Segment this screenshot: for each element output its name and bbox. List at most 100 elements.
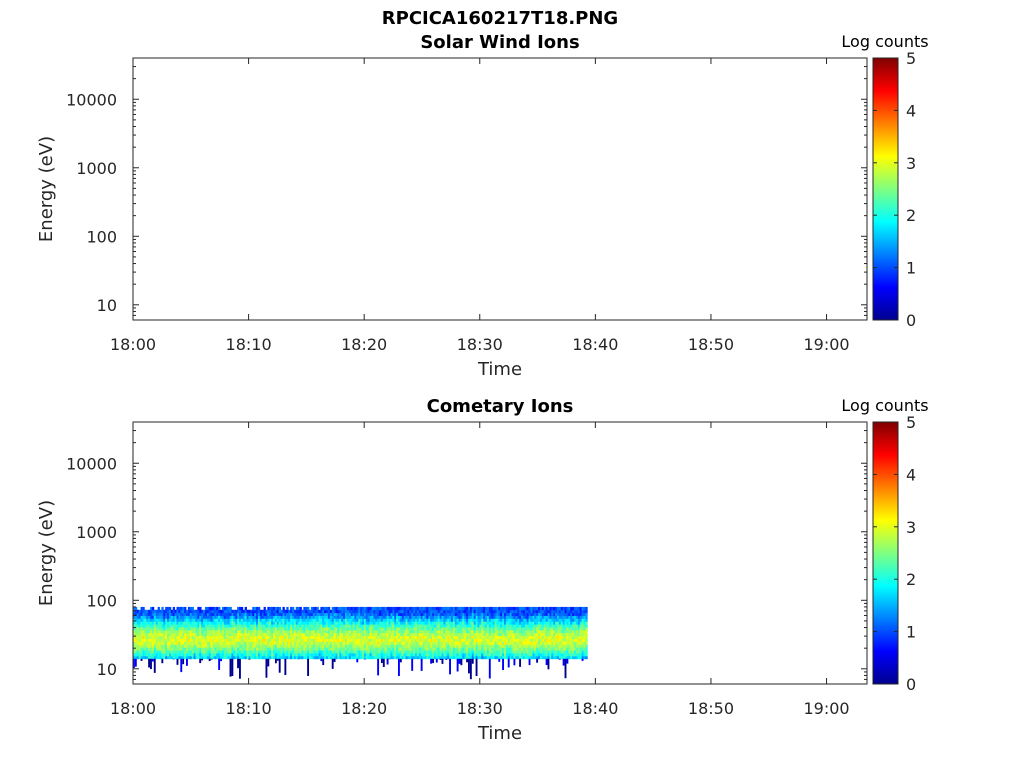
spectrogram-cell xyxy=(462,615,465,619)
spectrogram-cell xyxy=(138,609,141,614)
spectrogram-cell xyxy=(301,624,304,628)
spectrogram-cell xyxy=(341,647,344,651)
spectrogram-cell xyxy=(541,650,545,654)
spectrogram-cell xyxy=(176,624,179,628)
spectrogram-cell xyxy=(560,621,564,625)
spectrogram-cell xyxy=(568,627,571,631)
spectrogram-cell xyxy=(494,618,497,622)
spectrogram-cell xyxy=(583,647,586,651)
spectrogram-cell xyxy=(148,653,151,657)
spectrogram-cell xyxy=(248,635,251,640)
spectrogram-cell xyxy=(320,624,323,628)
spectrogram-cell xyxy=(568,624,571,628)
spectrogram-cell xyxy=(146,641,149,645)
spectrogram-cell xyxy=(168,655,172,660)
spectrogram-cell xyxy=(293,655,297,660)
spectrogram-cell xyxy=(486,638,490,642)
spectrogram-cell xyxy=(316,606,319,611)
spectrogram-cell xyxy=(248,618,251,622)
spectrogram-cell xyxy=(362,644,365,648)
spectrogram-cell xyxy=(545,606,548,611)
spectrogram-cell xyxy=(534,612,537,616)
spectrogram-cell xyxy=(358,612,361,616)
spectrogram-cell xyxy=(259,638,263,642)
spectrogram-cell xyxy=(233,624,236,628)
spectrogram-cell xyxy=(165,609,168,614)
spectrogram-cell xyxy=(331,624,335,628)
spectrogram-cell xyxy=(261,621,264,625)
spectrogram-cell xyxy=(231,629,234,634)
spectrogram-cell xyxy=(239,658,241,679)
spectrogram-cell xyxy=(452,653,456,657)
spectrogram-cell xyxy=(282,653,285,657)
spectrogram-cell xyxy=(471,612,475,616)
spectrogram-cell xyxy=(225,606,229,611)
spectrogram-cell xyxy=(324,632,327,637)
spectrogram-cell xyxy=(356,658,359,663)
spectrogram-cell xyxy=(432,618,435,622)
spectrogram-cell xyxy=(237,618,240,622)
spectrogram-cell xyxy=(225,638,229,642)
spectrogram-cell xyxy=(242,644,246,648)
spectrogram-cell xyxy=(545,629,548,634)
spectrogram-cell xyxy=(350,647,353,651)
spectrogram-cell xyxy=(329,624,333,628)
spectrogram-cell xyxy=(155,624,158,628)
spectrogram-cell xyxy=(220,658,222,662)
spectrogram-cell xyxy=(437,655,441,660)
spectrogram-cell xyxy=(333,618,336,622)
spectrogram-cell xyxy=(469,641,473,645)
spectrogram-cell xyxy=(547,658,550,670)
spectrogram-cell xyxy=(246,644,249,648)
spectrogram-cell xyxy=(574,627,577,631)
spectrogram-cell xyxy=(263,638,266,642)
spectrogram-cell xyxy=(150,650,153,654)
spectrogram-cell xyxy=(348,641,352,645)
spectrogram-cell xyxy=(356,606,359,611)
spectrogram-cell xyxy=(133,606,136,611)
spectrogram-cell xyxy=(174,647,177,651)
spectrogram-cell xyxy=(203,638,206,642)
spectrogram-cell xyxy=(443,635,446,640)
colorbar-tick-label: 0 xyxy=(906,675,916,694)
spectrogram-cell xyxy=(290,618,293,622)
spectrogram-cell xyxy=(150,658,152,670)
spectrogram-cell xyxy=(301,632,304,637)
spectrogram-cell xyxy=(254,618,257,622)
spectrogram-cell xyxy=(496,641,499,645)
spectrogram-cell xyxy=(585,632,588,637)
spectrogram-cell xyxy=(373,644,376,648)
spectrogram-cell xyxy=(556,655,560,660)
spectrogram-cell xyxy=(212,644,215,648)
spectrogram-cell xyxy=(157,655,160,660)
spectrogram-cell xyxy=(362,627,365,631)
spectrogram-cell xyxy=(522,641,526,645)
spectrogram-cell xyxy=(380,629,384,634)
spectrogram-cell xyxy=(134,621,138,625)
spectrogram-cell xyxy=(265,632,268,637)
spectrogram-cell xyxy=(153,624,157,628)
spectrogram-cell xyxy=(411,655,414,660)
spectrogram-cell xyxy=(469,655,473,660)
spectrogram-cell xyxy=(574,606,577,611)
spectrogram-cell xyxy=(498,647,501,651)
spectrogram-cell xyxy=(327,655,331,660)
spectrogram-cell xyxy=(261,638,264,642)
spectrogram-cell xyxy=(405,629,408,634)
spectrogram-cell xyxy=(239,644,242,648)
spectrogram-cell xyxy=(174,624,177,628)
spectrogram-cell xyxy=(430,618,433,622)
spectrogram-cell xyxy=(256,618,259,622)
spectrogram-cell xyxy=(174,650,177,654)
spectrogram-cell xyxy=(449,627,452,631)
spectrogram-cell xyxy=(214,615,217,619)
spectrogram-cell xyxy=(430,653,433,657)
spectrogram-cell xyxy=(562,615,565,619)
spectrogram-cell xyxy=(500,632,503,637)
spectrogram-cell xyxy=(142,609,145,614)
spectrogram-cell xyxy=(280,647,283,651)
spectrogram-cell xyxy=(471,644,475,648)
spectrogram-cell xyxy=(422,644,425,648)
spectrogram-cell xyxy=(163,641,166,645)
spectrogram-cell xyxy=(223,624,227,628)
